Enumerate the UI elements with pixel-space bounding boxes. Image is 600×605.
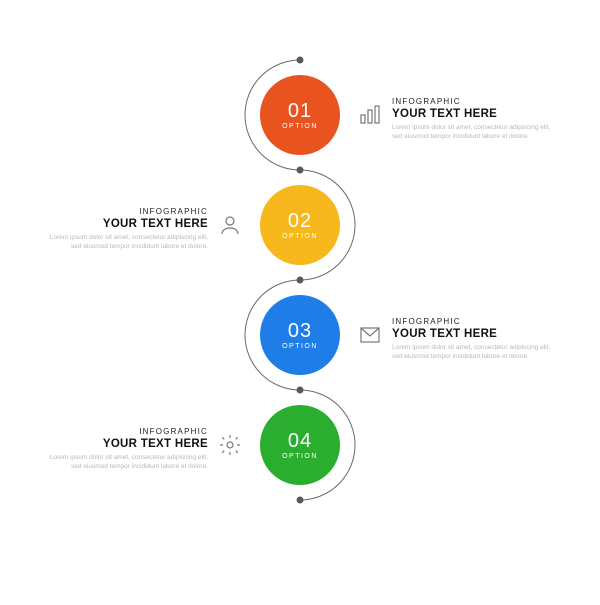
eyebrow: INFOGRAPHIC [392, 317, 562, 326]
step-option-label: OPTION [282, 453, 318, 460]
connector-dot-start [297, 57, 304, 64]
headline: YOUR TEXT HERE [38, 438, 208, 450]
step-circle-1: 01 OPTION [260, 75, 340, 155]
step-option-label: OPTION [282, 123, 318, 130]
headline: YOUR TEXT HERE [392, 108, 562, 120]
eyebrow: INFOGRAPHIC [392, 97, 562, 106]
step-text-4: INFOGRAPHIC YOUR TEXT HERE Lorem ipsum d… [38, 427, 208, 472]
step-text-2: INFOGRAPHIC YOUR TEXT HERE Lorem ipsum d… [38, 207, 208, 252]
step-option-label: OPTION [282, 343, 318, 350]
step-circle-4: 04 OPTION [260, 405, 340, 485]
bar-chart-icon [358, 103, 382, 127]
connector-dot-1-2 [297, 167, 304, 174]
connector-dot-end [297, 497, 304, 504]
eyebrow: INFOGRAPHIC [38, 427, 208, 436]
step-option-label: OPTION [282, 233, 318, 240]
gear-icon [218, 433, 242, 457]
body: Lorem ipsum dolor sit amet, consectetur … [38, 454, 208, 472]
step-circle-2: 02 OPTION [260, 185, 340, 265]
body: Lorem ipsum dolor sit amet, consectetur … [392, 344, 562, 362]
eyebrow: INFOGRAPHIC [38, 207, 208, 216]
step-number: 03 [288, 321, 312, 341]
user-icon [218, 213, 242, 237]
infographic-canvas: 01 OPTION INFOGRAPHIC YOUR TEXT HERE Lor… [0, 0, 600, 600]
body: Lorem ipsum dolor sit amet, consectetur … [38, 234, 208, 252]
body: Lorem ipsum dolor sit amet, consectetur … [392, 124, 562, 142]
step-text-1: INFOGRAPHIC YOUR TEXT HERE Lorem ipsum d… [392, 97, 562, 142]
connector-dot-2-3 [297, 277, 304, 284]
step-number: 04 [288, 431, 312, 451]
step-circle-3: 03 OPTION [260, 295, 340, 375]
step-number: 01 [288, 101, 312, 121]
connector-dot-3-4 [297, 387, 304, 394]
step-text-3: INFOGRAPHIC YOUR TEXT HERE Lorem ipsum d… [392, 317, 562, 362]
headline: YOUR TEXT HERE [38, 218, 208, 230]
step-number: 02 [288, 211, 312, 231]
headline: YOUR TEXT HERE [392, 328, 562, 340]
mail-icon [358, 323, 382, 347]
